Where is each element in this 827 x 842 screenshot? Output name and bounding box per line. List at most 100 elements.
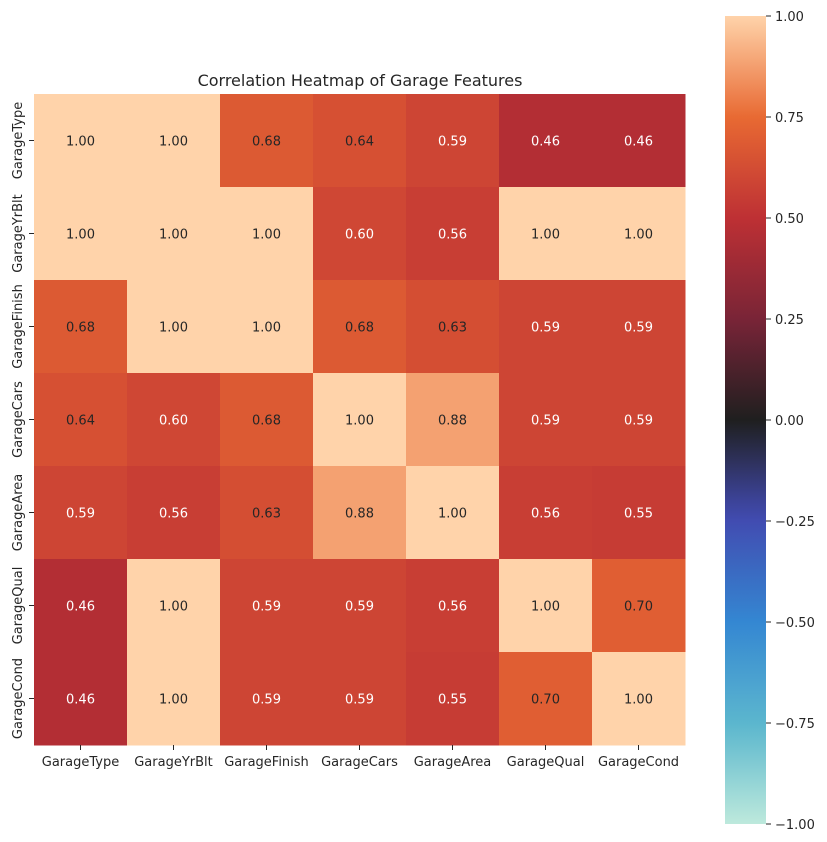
cell-value-label: 1.00 (159, 135, 188, 150)
heatmap-cell-3-6 (592, 373, 686, 467)
cell-value-label: 1.00 (252, 321, 281, 336)
cell-value-label: 0.56 (159, 507, 188, 522)
x-tick-label: GarageType (42, 755, 119, 770)
cell-value-label: 0.55 (438, 693, 467, 708)
chart-title: Correlation Heatmap of Garage Features (198, 71, 523, 90)
cell-value-label: 0.46 (66, 600, 95, 615)
heatmap-cell-5-3 (313, 559, 407, 653)
heatmap-cell-5-5 (499, 559, 593, 653)
heatmap-cell-2-2 (220, 280, 314, 374)
colorbar-tick-label: −0.75 (775, 717, 815, 732)
heatmap-cell-0-4 (406, 94, 500, 188)
heatmap-cell-3-3 (313, 373, 407, 467)
colorbar-tick-label: −0.50 (775, 616, 815, 631)
cell-value-label: 0.68 (252, 414, 281, 429)
cell-value-label: 0.68 (66, 321, 95, 336)
heatmap-cell-5-1 (127, 559, 221, 653)
heatmap-cell-4-6 (592, 466, 686, 560)
cell-value-label: 0.59 (438, 135, 467, 150)
heatmap-cell-3-5 (499, 373, 593, 467)
cell-value-label: 0.59 (624, 414, 653, 429)
heatmap-cell-1-6 (592, 187, 686, 281)
x-tick-label: GarageCars (321, 755, 398, 770)
heatmap-cell-5-0 (34, 559, 128, 653)
heatmap-cell-2-4 (406, 280, 500, 374)
x-tick-label: GarageArea (414, 755, 492, 770)
heatmap-cell-0-2 (220, 94, 314, 188)
heatmap-cell-6-3 (313, 652, 407, 746)
cell-value-label: 1.00 (624, 228, 653, 243)
heatmap-cell-3-2 (220, 373, 314, 467)
y-tick-label: GarageYrBlt (11, 194, 26, 273)
cell-value-label: 0.56 (438, 600, 467, 615)
cell-value-label: 0.88 (438, 414, 467, 429)
heatmap-cell-1-5 (499, 187, 593, 281)
cell-value-label: 1.00 (159, 693, 188, 708)
heatmap-cell-3-4 (406, 373, 500, 467)
cell-value-label: 1.00 (66, 135, 95, 150)
heatmap-cell-0-3 (313, 94, 407, 188)
heatmap-cell-4-4 (406, 466, 500, 560)
x-tick-label: GarageYrBlt (134, 755, 213, 770)
heatmap-cell-6-5 (499, 652, 593, 746)
cell-value-label: 0.60 (159, 414, 188, 429)
y-tick-label: GarageType (11, 102, 26, 179)
cell-value-label: 0.64 (66, 414, 95, 429)
heatmap-cell-5-4 (406, 559, 500, 653)
y-tick-label: GarageCond (11, 658, 26, 739)
y-tick-label: GarageFinish (11, 284, 26, 369)
colorbar-tick-label: 1.00 (775, 10, 804, 25)
cell-value-label: 1.00 (159, 228, 188, 243)
colorbar-gradient (725, 16, 766, 824)
x-tick-label: GarageQual (507, 755, 585, 770)
colorbar-tick-label: 0.25 (775, 313, 804, 328)
heatmap-cell-3-1 (127, 373, 221, 467)
heatmap-cell-2-0 (34, 280, 128, 374)
cell-value-label: 0.46 (66, 693, 95, 708)
cell-value-label: 0.59 (252, 693, 281, 708)
x-tick-label: GarageFinish (224, 755, 309, 770)
cell-value-label: 0.59 (531, 414, 560, 429)
cell-value-label: 0.68 (345, 321, 374, 336)
cell-value-label: 1.00 (438, 507, 467, 522)
heatmap-cell-1-4 (406, 187, 500, 281)
heatmap-cell-5-6 (592, 559, 686, 653)
heatmap-cell-6-4 (406, 652, 500, 746)
heatmap-cell-2-6 (592, 280, 686, 374)
heatmap-cell-0-6 (592, 94, 686, 188)
cell-value-label: 0.55 (624, 507, 653, 522)
cell-value-label: 0.59 (345, 600, 374, 615)
cell-value-label: 0.59 (624, 321, 653, 336)
heatmap-cell-4-2 (220, 466, 314, 560)
heatmap-cells: 1.00 1.00 0.68 0.64 0.59 0.46 0.46 1.00 1.00 1.00… (34, 94, 686, 746)
y-tick-label: GarageCars (11, 381, 26, 458)
cell-value-label: 1.00 (159, 321, 188, 336)
cell-value-label: 0.59 (66, 507, 95, 522)
heatmap-cell-0-0 (34, 94, 128, 188)
heatmap-cell-4-3 (313, 466, 407, 560)
cell-value-label: 0.70 (624, 600, 653, 615)
heatmap-cell-2-1 (127, 280, 221, 374)
heatmap-cell-1-2 (220, 187, 314, 281)
cell-value-label: 0.59 (345, 693, 374, 708)
cell-value-label: 0.56 (531, 507, 560, 522)
heatmap-cell-6-1 (127, 652, 221, 746)
cell-value-label: 0.88 (345, 507, 374, 522)
x-tick-label: GarageCond (598, 755, 679, 770)
cell-value-label: 1.00 (531, 600, 560, 615)
heatmap-cell-5-2 (220, 559, 314, 653)
cell-value-label: 1.00 (159, 600, 188, 615)
heatmap-cell-3-0 (34, 373, 128, 467)
colorbar-tick-label: 0.00 (775, 414, 804, 429)
y-tick-label: GarageArea (11, 474, 26, 552)
heatmap-cell-1-3 (313, 187, 407, 281)
cell-value-label: 0.68 (252, 135, 281, 150)
colorbar: 1.00 0.75 0.50 0.25 0.00 −0.25 −0.50 −0.75 −1.00 (725, 10, 815, 833)
cell-value-label: 0.60 (345, 228, 374, 243)
cell-value-label: 0.59 (531, 321, 560, 336)
cell-value-label: 0.59 (252, 600, 281, 615)
heatmap-cell-2-5 (499, 280, 593, 374)
heatmap-cell-0-1 (127, 94, 221, 188)
cell-value-label: 0.56 (438, 228, 467, 243)
